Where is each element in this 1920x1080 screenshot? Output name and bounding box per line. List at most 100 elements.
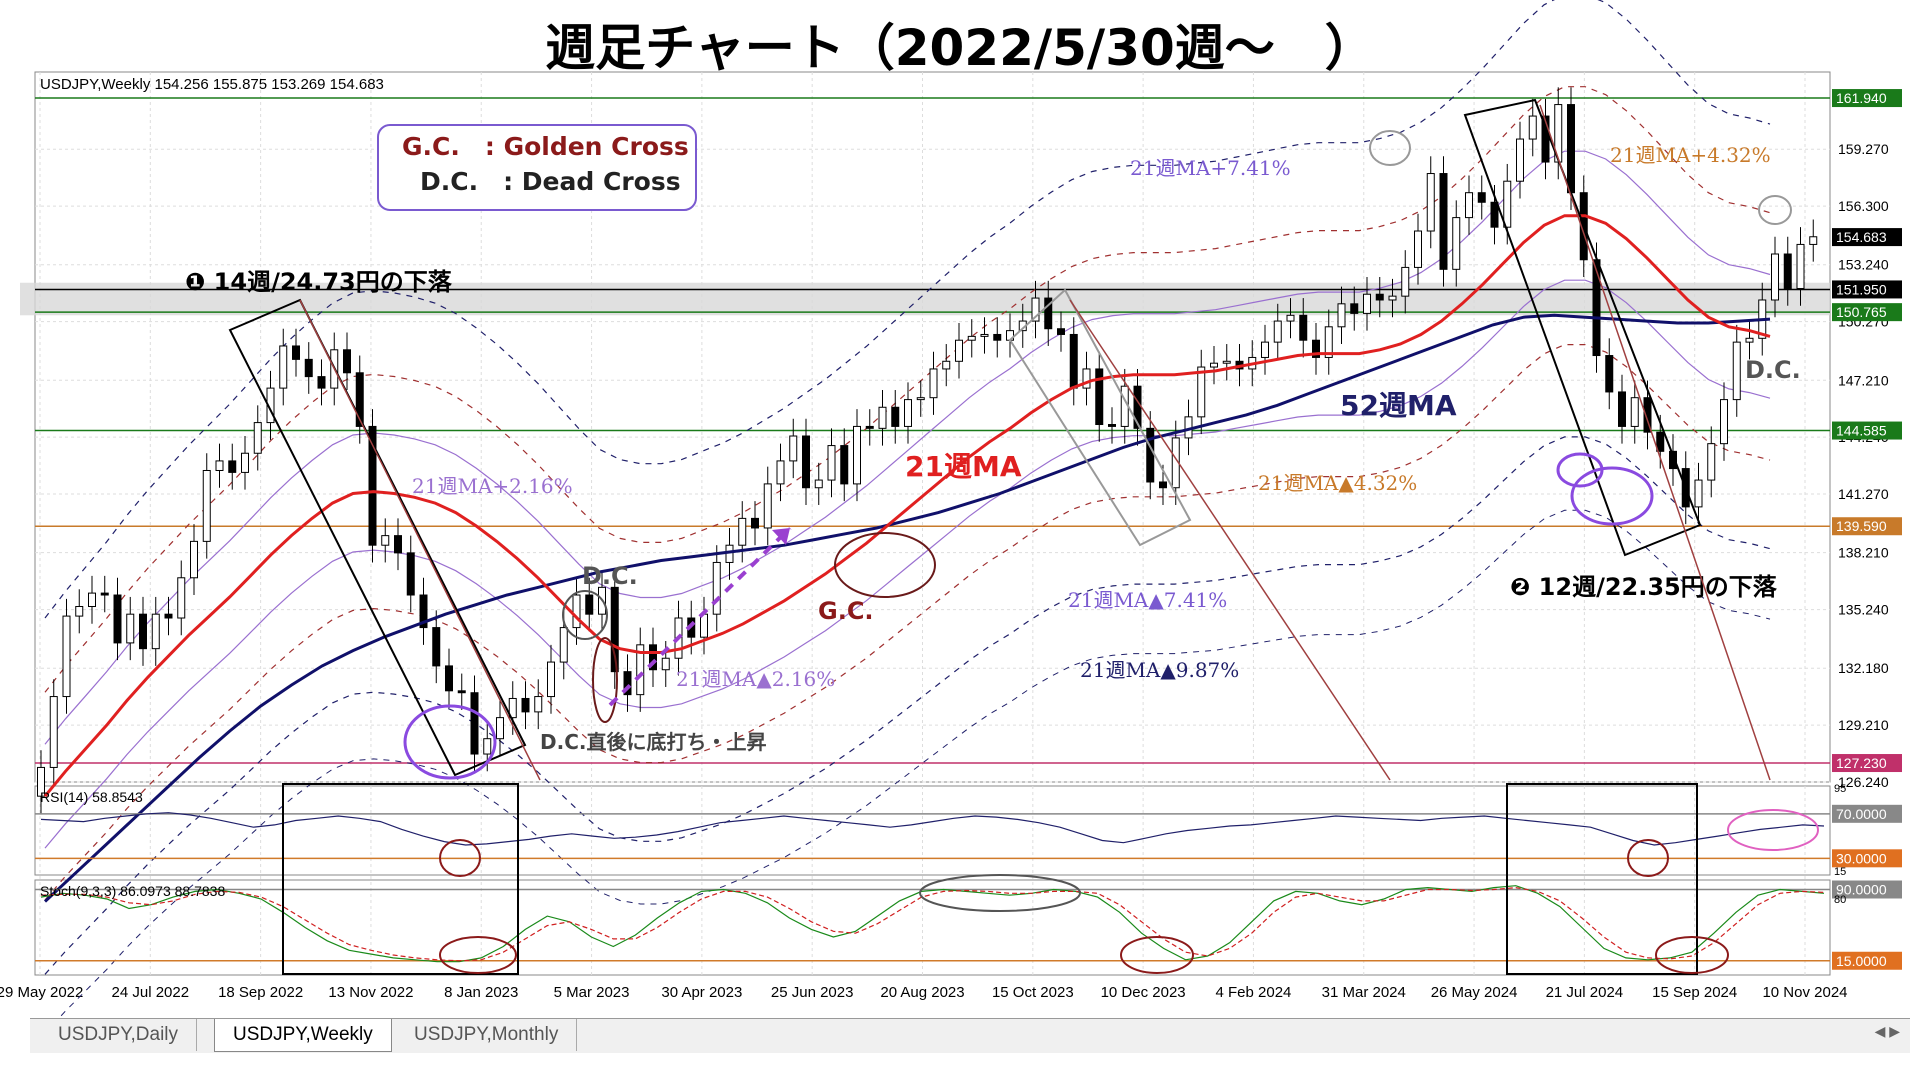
candle-body bbox=[1273, 320, 1282, 343]
candle-body bbox=[585, 594, 594, 615]
stoch-90-tag bbox=[1832, 880, 1902, 899]
candle-body bbox=[661, 657, 670, 671]
stoch-80-label: 80 bbox=[1834, 894, 1846, 906]
descending-line-3 bbox=[1539, 104, 1771, 781]
candle-body bbox=[1771, 253, 1779, 301]
candle-body bbox=[572, 594, 581, 629]
candle-body bbox=[100, 592, 109, 596]
candle-body bbox=[1503, 180, 1512, 228]
tab-daily[interactable]: USDJPY,Daily bbox=[40, 1019, 198, 1051]
candle-body bbox=[1783, 253, 1792, 289]
level-tag-label: 151.950 bbox=[1836, 281, 1887, 297]
tab-monthly[interactable]: USDJPY,Monthly bbox=[396, 1019, 578, 1051]
candle-body bbox=[1401, 266, 1410, 297]
candle-body bbox=[241, 452, 249, 473]
candle-body bbox=[1426, 173, 1435, 232]
descending-line-1 bbox=[1069, 299, 1391, 781]
candle-body bbox=[623, 671, 632, 696]
x-tick-label: 24 Jul 2022 bbox=[112, 984, 190, 1001]
band-minus-741 bbox=[44, 436, 1771, 975]
candle-body bbox=[368, 425, 377, 546]
candle-body bbox=[776, 460, 785, 485]
candle-body bbox=[164, 613, 173, 619]
candle-body bbox=[865, 425, 874, 429]
candle-body bbox=[1732, 341, 1741, 401]
candle-body bbox=[1108, 424, 1116, 427]
stoch-low-circle-2 bbox=[1120, 936, 1194, 974]
candle-body bbox=[1567, 104, 1575, 194]
band-minus-432 bbox=[44, 344, 1771, 901]
candle-body bbox=[49, 696, 58, 768]
candle-body bbox=[1324, 326, 1333, 358]
y-tick-label: 135.240 bbox=[1838, 602, 1889, 618]
candle-body bbox=[649, 644, 657, 671]
candle-body bbox=[1809, 236, 1818, 245]
drop2-label: ❷ 12週/22.35円の下落 bbox=[1510, 573, 1778, 601]
level-tag bbox=[1832, 89, 1902, 108]
x-tick-label: 15 Sep 2024 bbox=[1652, 984, 1737, 1001]
candle-body bbox=[1363, 293, 1371, 314]
y-tick-label: 159.270 bbox=[1838, 141, 1889, 157]
x-tick-label: 5 Mar 2023 bbox=[554, 984, 630, 1001]
candle-body bbox=[1477, 192, 1486, 203]
candle-body bbox=[292, 345, 300, 360]
drop1-frame bbox=[228, 298, 527, 777]
candle-body bbox=[1286, 314, 1295, 322]
band-p216-label: 21週MA+2.16% bbox=[412, 474, 573, 498]
drop2-frame bbox=[1463, 98, 1702, 557]
candle-body bbox=[1197, 366, 1206, 418]
gc-circle bbox=[834, 532, 936, 598]
dc2-label: D.C. bbox=[1745, 356, 1801, 384]
candle-body bbox=[1095, 368, 1104, 426]
bottom-note: D.C.直後に底打ち・上昇 bbox=[540, 730, 766, 754]
rsi-line bbox=[40, 812, 1825, 846]
stoch-high-circle bbox=[919, 874, 1081, 912]
y-tick-label: 129.210 bbox=[1838, 717, 1889, 733]
x-tick-label: 21 Jul 2024 bbox=[1546, 984, 1624, 1001]
scroll-arrows-icon[interactable]: ◀ ▶ bbox=[1874, 1023, 1900, 1039]
candle-body bbox=[1656, 431, 1665, 452]
candle-body bbox=[126, 613, 135, 644]
trend-arrow bbox=[608, 526, 792, 707]
candle-body bbox=[534, 696, 543, 713]
candle-body bbox=[62, 615, 71, 698]
rsi-low-circle-1 bbox=[439, 839, 481, 877]
x-tick-label: 10 Nov 2024 bbox=[1762, 984, 1847, 1001]
symbol-header: USDJPY,Weekly 154.256 155.875 153.269 15… bbox=[40, 76, 384, 93]
candle-body bbox=[904, 399, 912, 427]
candle-body bbox=[496, 717, 504, 740]
x-tick-label: 26 May 2024 bbox=[1431, 984, 1518, 1001]
indicator-frame-1 bbox=[282, 783, 519, 975]
rsi-30-label: 30.0000 bbox=[1836, 850, 1887, 866]
candle-body bbox=[1669, 450, 1677, 470]
bottom3-circle bbox=[1556, 452, 1604, 488]
x-tick-label: 30 Apr 2023 bbox=[661, 984, 742, 1001]
tab-weekly[interactable]: USDJPY,Weekly bbox=[214, 1019, 392, 1052]
candle-body bbox=[1452, 217, 1461, 270]
high-circle-2 bbox=[1758, 195, 1792, 225]
band-m741-label: 21週MA▲7.41% bbox=[1068, 588, 1227, 612]
candle-body bbox=[139, 613, 147, 650]
candle-body bbox=[827, 445, 836, 481]
candle-body bbox=[37, 766, 45, 797]
candle-body bbox=[929, 368, 938, 399]
level-tag-label: 144.585 bbox=[1836, 423, 1887, 439]
tab-bar: USDJPY,Daily USDJPY,Weekly USDJPY,Monthl… bbox=[30, 1018, 1910, 1053]
y-tick-label: 132.180 bbox=[1838, 660, 1889, 676]
candle-body bbox=[853, 425, 861, 485]
rsi-30-tag bbox=[1832, 849, 1902, 868]
trend-arrow-head bbox=[772, 528, 790, 545]
band-m987-label: 21週MA▲9.87% bbox=[1080, 658, 1239, 682]
candle-body bbox=[1439, 173, 1448, 270]
candle-body bbox=[738, 517, 747, 546]
rsi-15-label: 15 bbox=[1834, 866, 1846, 878]
stoch-d-line bbox=[40, 886, 1825, 962]
candle-body bbox=[508, 697, 517, 719]
y-tick-label: 153.240 bbox=[1838, 257, 1889, 273]
ma52-line bbox=[43, 313, 1771, 903]
candle-body bbox=[1720, 399, 1728, 445]
candle-body bbox=[1490, 201, 1499, 228]
band-p741-label: 21週MA+7.41% bbox=[1130, 156, 1291, 180]
candle-body bbox=[394, 535, 402, 554]
